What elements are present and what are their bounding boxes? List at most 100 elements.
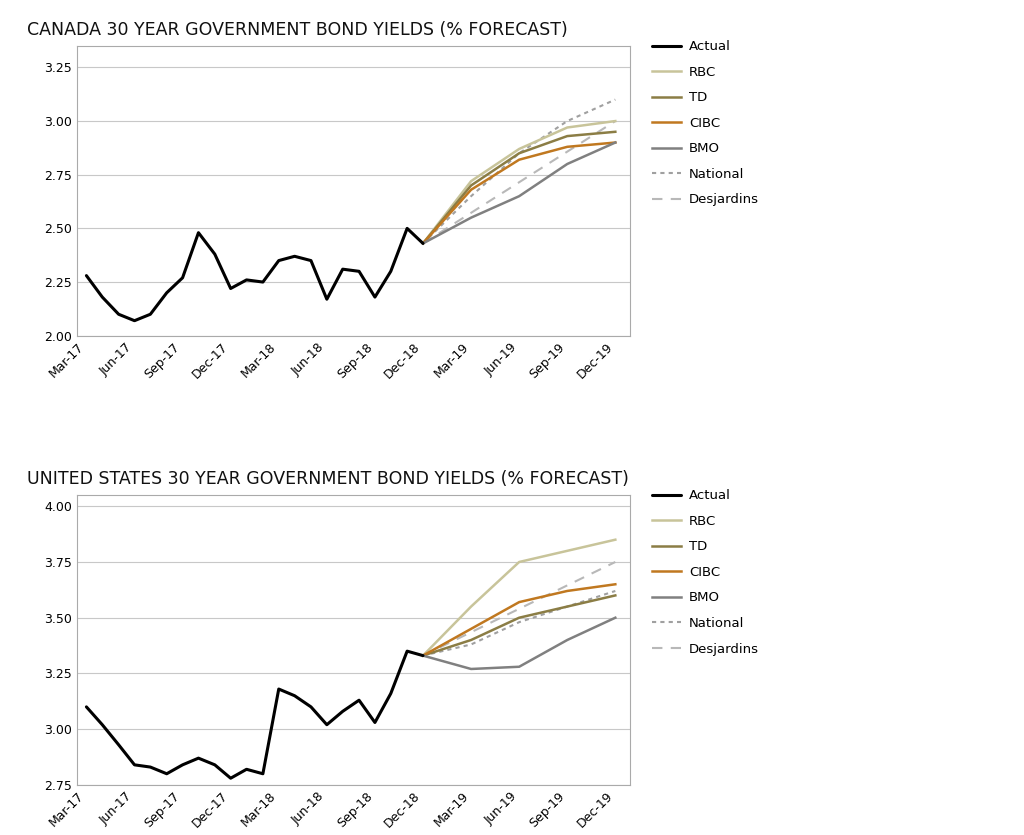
Actual [128, 760, 140, 770]
CIBC [609, 579, 622, 590]
Actual [144, 309, 157, 319]
Line: RBC: RBC [423, 121, 615, 244]
Actual [369, 717, 381, 727]
CIBC [513, 597, 525, 607]
Actual [176, 273, 188, 283]
TD [417, 650, 429, 660]
National [609, 586, 622, 596]
Line: Desjardins: Desjardins [423, 562, 615, 655]
Line: Actual: Actual [86, 651, 423, 778]
Actual [241, 764, 253, 774]
Desjardins [417, 650, 429, 660]
Actual [193, 228, 205, 238]
Actual [289, 691, 301, 701]
Actual [209, 760, 221, 770]
Actual [161, 288, 173, 298]
TD [561, 601, 573, 611]
Actual [401, 646, 414, 656]
Actual [144, 762, 157, 772]
Actual [401, 224, 414, 234]
CIBC [417, 650, 429, 660]
Actual [224, 284, 237, 294]
National [561, 601, 573, 611]
Line: Desjardins: Desjardins [423, 121, 615, 244]
CIBC [465, 624, 477, 634]
Actual [113, 740, 125, 750]
Line: RBC: RBC [423, 539, 615, 655]
Actual [176, 760, 188, 770]
Actual [385, 689, 397, 699]
National [513, 617, 525, 627]
Actual [272, 684, 285, 694]
Actual [96, 720, 109, 730]
Line: BMO: BMO [423, 143, 615, 244]
Legend: Actual, RBC, TD, CIBC, BMO, National, Desjardins: Actual, RBC, TD, CIBC, BMO, National, De… [652, 40, 759, 206]
BMO [513, 662, 525, 672]
Actual [337, 264, 349, 274]
Actual [353, 266, 366, 276]
National [465, 640, 477, 650]
RBC [465, 601, 477, 611]
Line: Actual: Actual [86, 229, 423, 321]
TD [561, 131, 573, 141]
Actual [417, 650, 429, 660]
Actual [80, 702, 92, 712]
Desjardins [609, 116, 622, 126]
Actual [337, 706, 349, 716]
Actual [369, 292, 381, 302]
TD [465, 180, 477, 190]
Actual [305, 256, 317, 266]
Actual [305, 702, 317, 712]
BMO [561, 635, 573, 645]
National [465, 191, 477, 201]
Line: National: National [423, 99, 615, 244]
CIBC [513, 154, 525, 164]
RBC [609, 116, 622, 126]
Actual [289, 251, 301, 261]
BMO [465, 664, 477, 674]
RBC [465, 176, 477, 186]
RBC [561, 546, 573, 556]
Actual [224, 773, 237, 783]
Actual [128, 316, 140, 326]
National [417, 650, 429, 660]
TD [417, 239, 429, 249]
RBC [609, 534, 622, 544]
Line: TD: TD [423, 595, 615, 655]
Actual [257, 769, 269, 779]
Line: CIBC: CIBC [423, 143, 615, 244]
TD [513, 149, 525, 159]
Actual [80, 271, 92, 281]
National [513, 149, 525, 159]
Text: UNITED STATES 30 YEAR GOVERNMENT BOND YIELDS (% FORECAST): UNITED STATES 30 YEAR GOVERNMENT BOND YI… [27, 470, 629, 488]
Actual [161, 769, 173, 779]
Line: National: National [423, 591, 615, 655]
BMO [417, 239, 429, 249]
Actual [257, 277, 269, 287]
CIBC [561, 142, 573, 152]
Desjardins [417, 239, 429, 249]
Actual [321, 720, 333, 730]
Actual [209, 249, 221, 259]
Actual [241, 275, 253, 285]
Legend: Actual, RBC, TD, CIBC, BMO, National, Desjardins: Actual, RBC, TD, CIBC, BMO, National, De… [652, 489, 759, 655]
CIBC [609, 138, 622, 148]
Desjardins [609, 557, 622, 567]
National [561, 116, 573, 126]
RBC [513, 557, 525, 567]
RBC [513, 144, 525, 154]
TD [609, 590, 622, 600]
Line: BMO: BMO [423, 618, 615, 669]
Text: CANADA 30 YEAR GOVERNMENT BOND YIELDS (% FORECAST): CANADA 30 YEAR GOVERNMENT BOND YIELDS (%… [27, 21, 567, 38]
Actual [353, 696, 366, 706]
TD [465, 635, 477, 645]
BMO [513, 191, 525, 201]
TD [513, 613, 525, 623]
Actual [113, 309, 125, 319]
Actual [417, 239, 429, 249]
RBC [417, 650, 429, 660]
CIBC [417, 239, 429, 249]
Actual [96, 292, 109, 302]
BMO [609, 138, 622, 148]
National [417, 239, 429, 249]
